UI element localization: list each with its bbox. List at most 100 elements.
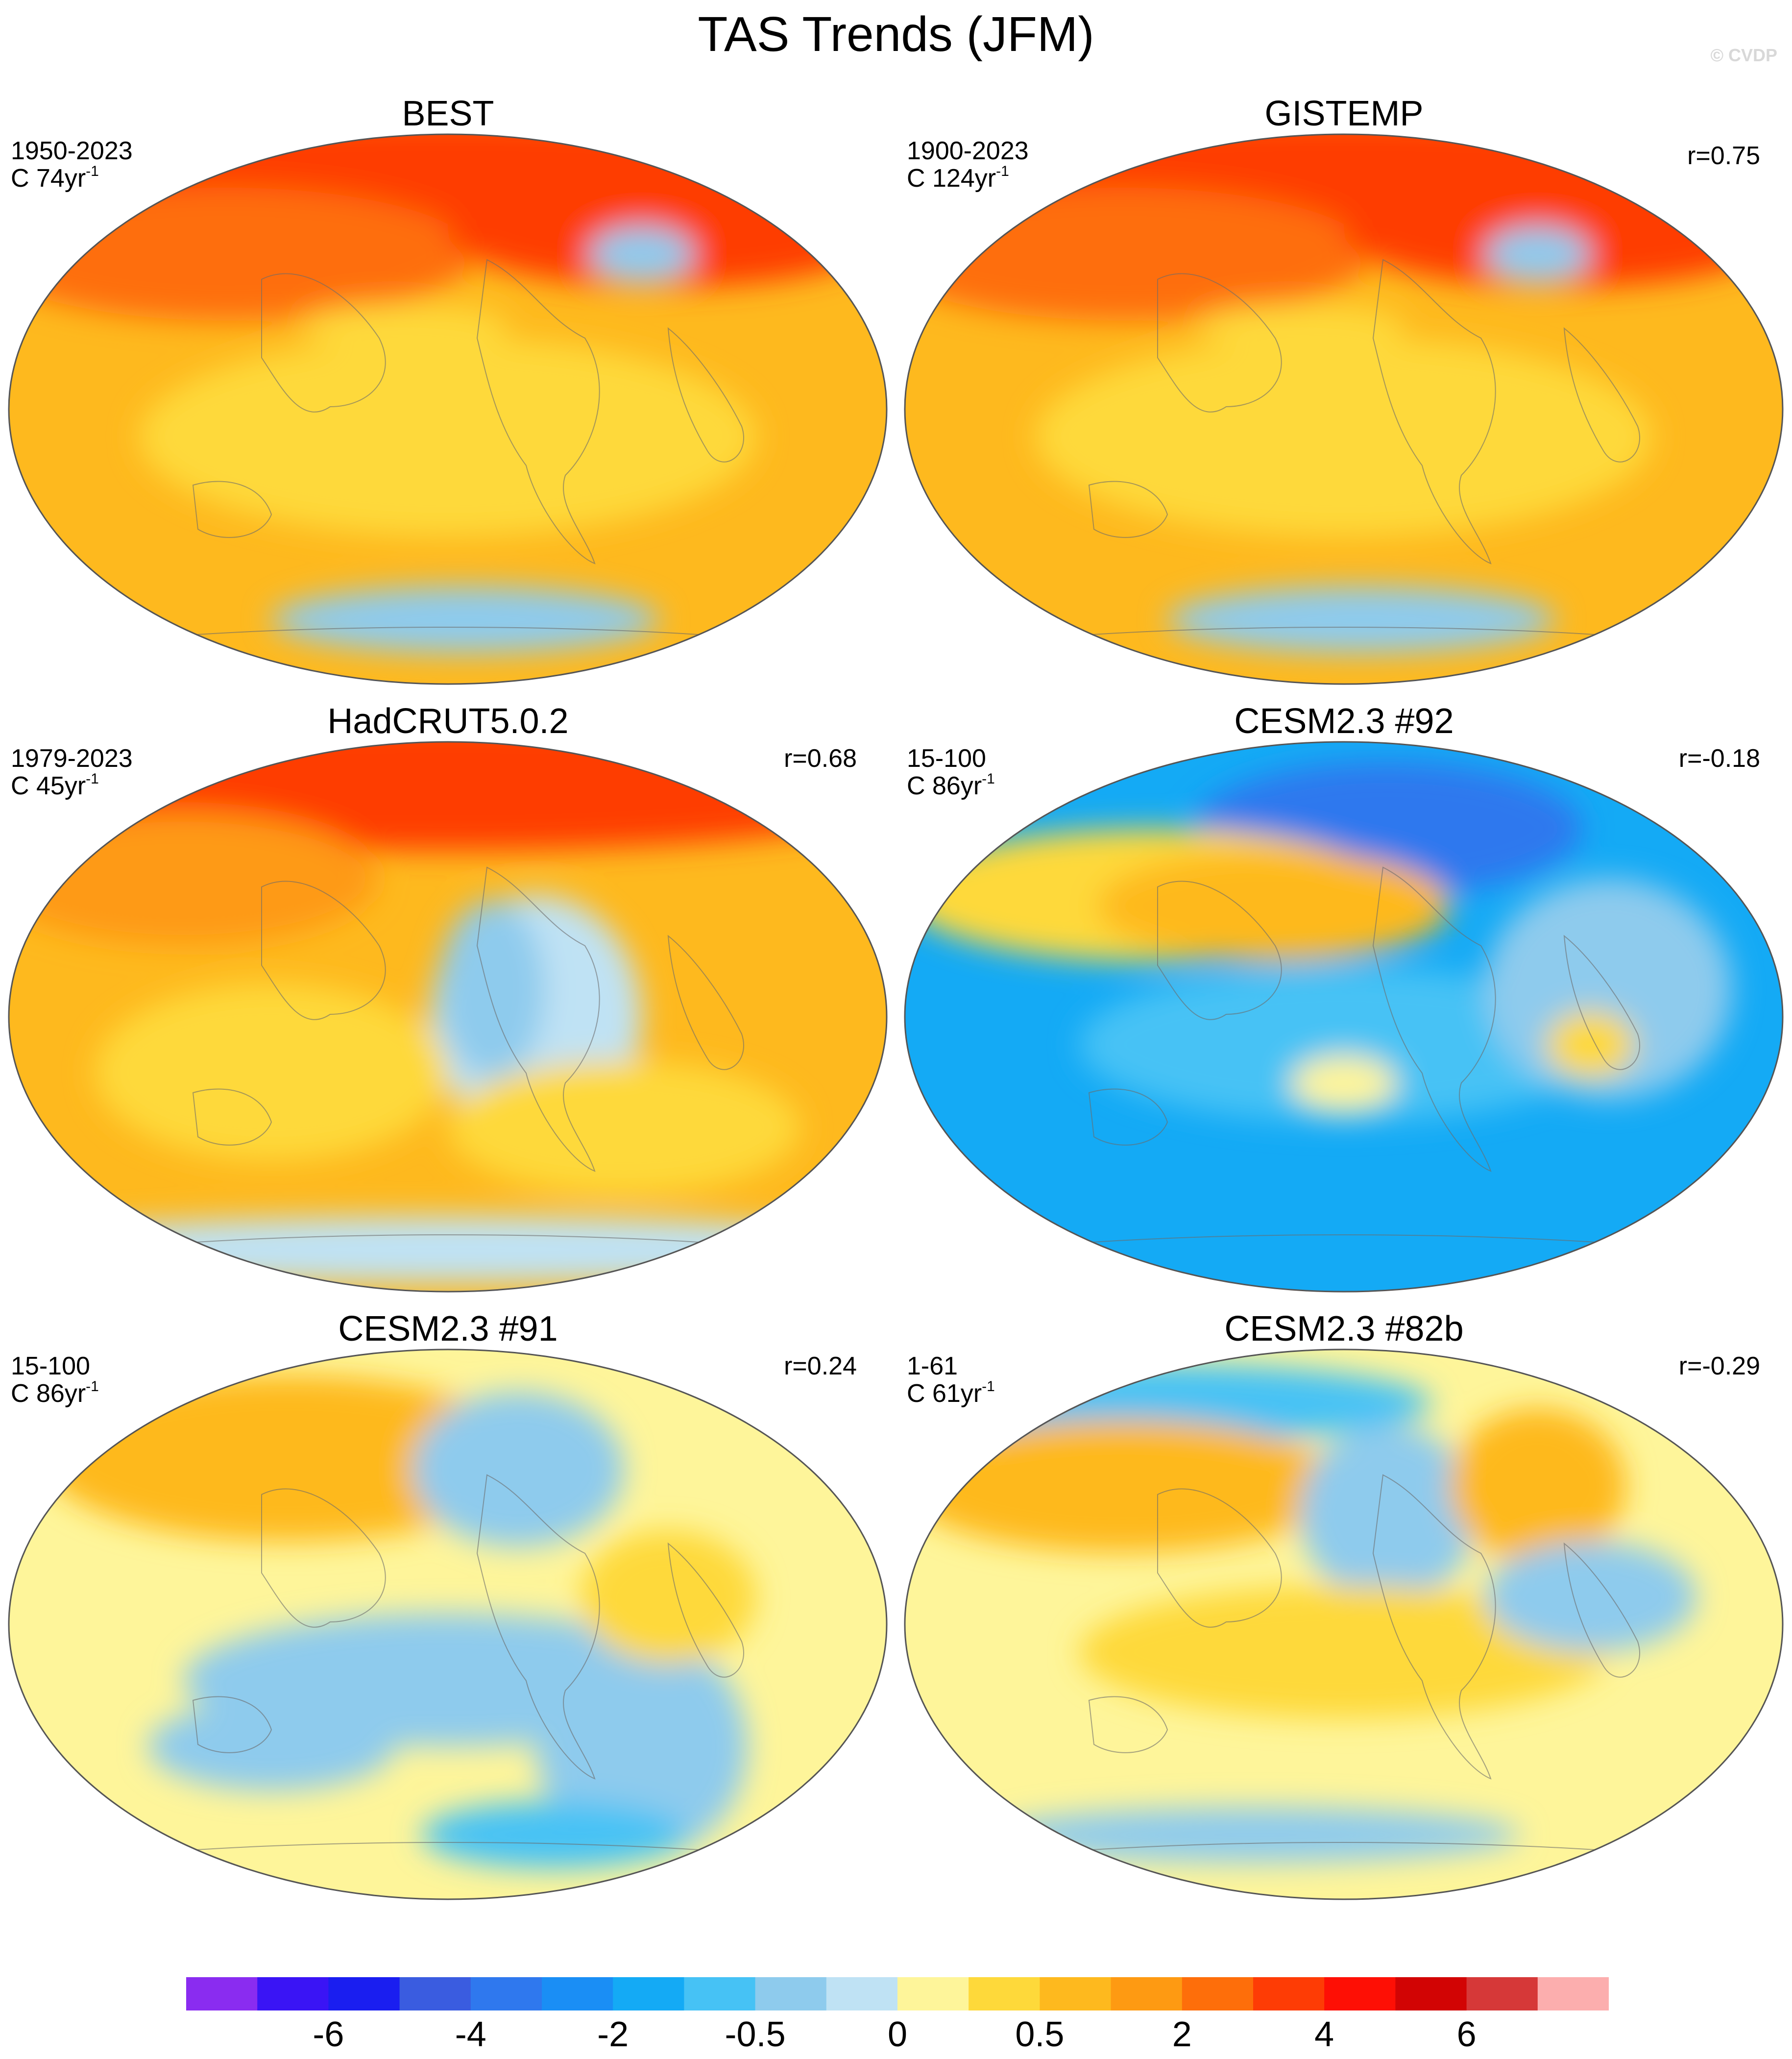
period-info: 1979-2023 C 45yr-1 [11,745,133,800]
map-outline [8,1348,888,1900]
trend-region [580,1530,756,1664]
trend-region [1547,1011,1635,1078]
trend-region [1485,1541,1696,1652]
trend-region [448,1061,800,1194]
colorbar-tick-label: 0.5 [1015,2015,1065,2054]
colorbar [186,1977,1609,2010]
trend-region [412,1392,624,1547]
coastline [1000,1842,1687,1858]
correlation-label: r=-0.18 [1678,744,1760,773]
coastline [1563,1542,1640,1678]
coastline [667,327,744,463]
world-map [8,1348,888,1900]
colorbar-tick-label: 4 [1314,2015,1334,2054]
period-info: 1900-2023 C 124yr-1 [907,137,1029,192]
map-outline [8,741,888,1293]
colorbar-swatch [328,1977,400,2010]
correlation-label: r=0.75 [1687,142,1760,170]
period-info: 15-100 C 86yr-1 [907,745,995,800]
trend-region [95,983,448,1161]
trend-region [991,1807,1520,1863]
coastline [104,1234,791,1250]
trend-region [1300,1425,1476,1602]
coastline [1000,627,1687,642]
colorbar-swatch [1253,1977,1325,2010]
coastline [667,1542,744,1678]
correlation-label: r=0.68 [784,744,857,773]
panel-title: BEST [402,94,494,133]
coastline [1563,934,1640,1070]
colorbar-swatch [1395,1977,1467,2010]
coastline [192,1696,272,1753]
period-label: 1950-2023 [11,137,133,165]
colorbar-tick-label: -4 [455,2015,486,2054]
coastline [1000,1234,1687,1250]
colorbar-swatch [470,1977,542,2010]
colorbar-tick-label: -2 [597,2015,629,2054]
colorbar-swatch [399,1977,471,2010]
trend-region [1079,1585,1608,1719]
colorbar-swatch [542,1977,613,2010]
coastline [1157,881,1282,1020]
trend-region [148,1702,395,1790]
trend-region [139,337,756,537]
trend-region [1079,967,1608,1122]
panel-title: GISTEMP [1264,94,1424,133]
trend-region [1194,304,1405,348]
coastline [261,273,386,413]
map-panel: CESM2.3 #91 15-100 C 86yr-1 r=0.24 [0,1215,896,1900]
colorbar-swatch [1040,1977,1112,2010]
coastline [476,1474,600,1780]
colorbar-swatch [826,1977,898,2010]
coastline [104,1842,791,1858]
trend-region [1450,1408,1626,1564]
coastline [192,481,272,538]
colorbar-swatch [186,1977,258,2010]
period-info: 15-100 C 86yr-1 [11,1352,99,1407]
trend-region [1097,851,1450,961]
trend-region [271,586,659,653]
trend-units-label: C 124yr-1 [907,163,1009,193]
trend-region [9,811,377,945]
coastline [1088,481,1168,538]
colorbar-swatch [1182,1977,1254,2010]
correlation-label: r=0.24 [784,1352,857,1380]
coastline [1088,1696,1168,1753]
colorbar-tick-label: 0 [887,2015,908,2054]
colorbar-swatch [1537,1977,1609,2010]
trend-units-label: C 86yr-1 [11,1378,99,1408]
map-panel: CESM2.3 #92 15-100 C 86yr-1 r=-0.18 [896,608,1792,1293]
map-panel: BEST 1950-2023 C 74yr-1 [0,0,896,685]
map-outline [904,1348,1784,1900]
world-map [904,133,1784,685]
coastline [261,881,386,1020]
coastline [1372,1474,1496,1780]
colorbar-swatch [1111,1977,1183,2010]
coastline [1372,259,1496,564]
trend-region [298,304,509,348]
colorbar-swatch [897,1977,969,2010]
colorbar-tick-label: 6 [1456,2015,1477,2054]
period-label: 1979-2023 [11,744,133,773]
trend-region [421,1801,686,1868]
trend-region [589,226,695,282]
coastline [1372,866,1496,1172]
map-panel: HadCRUT5.0.2 1979-2023 C 45yr-1 r=0.68 [0,608,896,1293]
period-info: 1950-2023 C 74yr-1 [11,137,133,192]
coastline [261,1488,386,1628]
map-outline [8,133,888,685]
watermark: © CVDP [1710,45,1777,65]
colorbar-swatch [969,1977,1040,2010]
period-info: 1-61 C 61yr-1 [907,1352,995,1407]
trend-region [1167,586,1555,653]
period-label: 15-100 [11,1352,90,1380]
trend-units-label: C 45yr-1 [11,771,99,800]
period-label: 15-100 [907,744,986,773]
trend-region [439,900,545,1078]
period-label: 1900-2023 [907,137,1029,165]
panel-title: CESM2.3 #82b [1224,1309,1464,1348]
colorbar-swatch [613,1977,684,2010]
coastline [476,259,600,564]
map-outline [904,133,1784,685]
colorbar-swatch [684,1977,756,2010]
